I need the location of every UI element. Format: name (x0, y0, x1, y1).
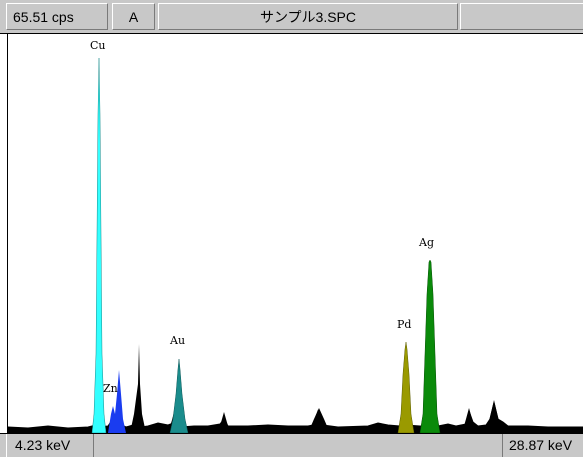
label-zn: Zn (103, 382, 118, 395)
peak-au (169, 358, 189, 434)
spectrum-svg: Cu Zn Au Pd Ag (7, 39, 583, 434)
channel-indicator: A (112, 3, 155, 30)
label-cu: Cu (90, 39, 106, 52)
spectrum-filename: サンプル3.SPC (158, 3, 458, 30)
label-pd: Pd (397, 318, 411, 331)
peak-small-1 (130, 344, 146, 433)
label-au: Au (169, 334, 185, 347)
spectrum-plot: Cu Zn Au Pd Ag (7, 34, 583, 434)
peak-pd (397, 341, 415, 434)
energy-range-bar: 4.23 keV 28.87 keV (0, 433, 583, 457)
peak-small-2 (218, 412, 230, 433)
peak-small-4 (462, 408, 476, 433)
count-rate-readout: 65.51 cps (6, 3, 108, 30)
peak-small-5 (486, 400, 502, 433)
peak-cu (91, 57, 107, 434)
peak-ag (419, 259, 441, 434)
peak-zn (108, 370, 126, 433)
peak-small-3 (308, 408, 330, 433)
min-energy-label: 4.23 keV (6, 434, 94, 457)
max-energy-label: 28.87 keV (502, 434, 583, 457)
label-ag: Ag (418, 236, 434, 249)
status-bar: 65.51 cps A サンプル3.SPC (0, 0, 583, 34)
status-empty-cell (460, 3, 583, 30)
